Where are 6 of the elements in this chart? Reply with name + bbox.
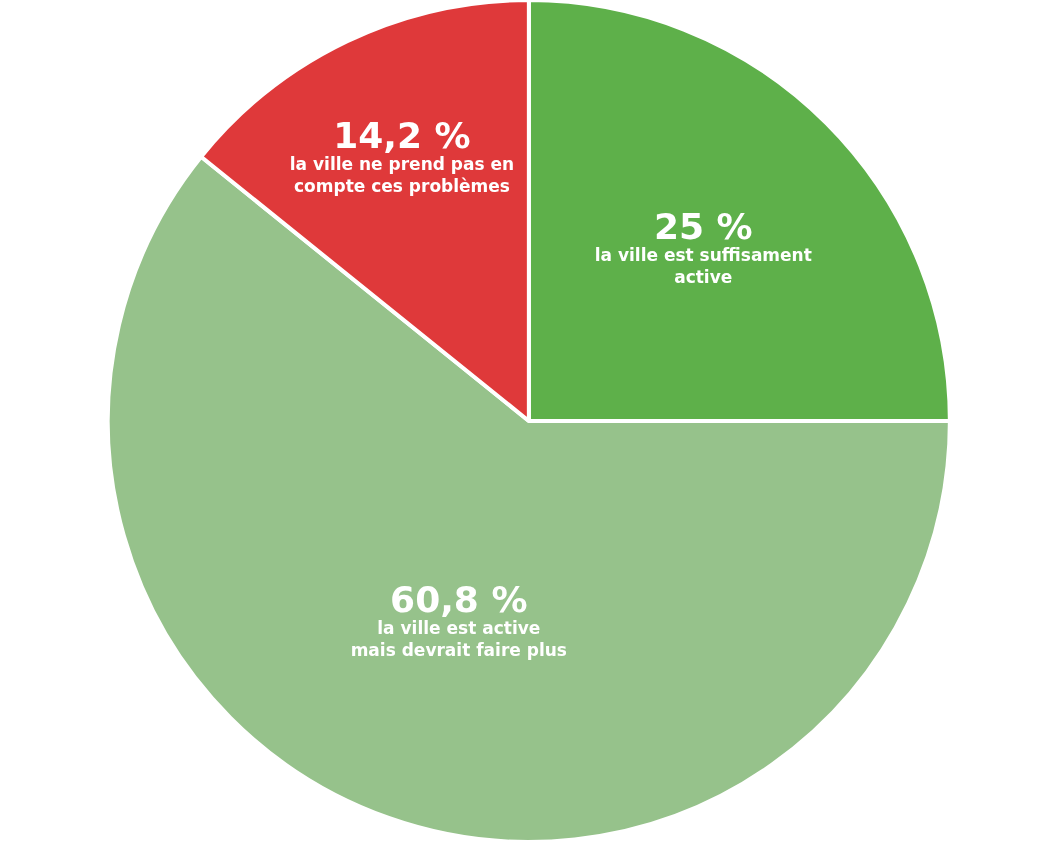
data-label: 25 % xyxy=(653,206,753,248)
slice-label: la ville est suffisament active xyxy=(594,245,812,288)
data-label: 14,2 % xyxy=(333,115,471,157)
data-label: 60,8 % xyxy=(390,578,528,620)
slice-label: la ville est active mais devrait faire plus xyxy=(350,618,567,661)
slice-label: la ville ne prend pas en compte ces problèmes xyxy=(289,154,515,197)
